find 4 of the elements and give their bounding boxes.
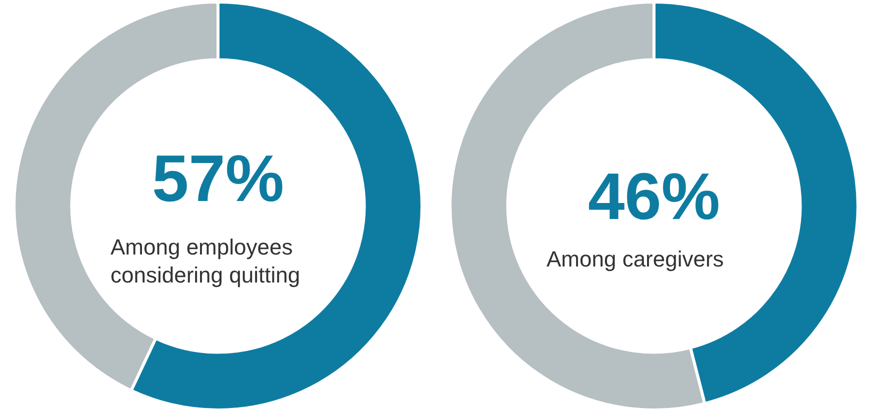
data-label: 46% — [588, 159, 720, 233]
text: Among employees considering quitting — [110, 234, 300, 288]
text: Among caregivers — [546, 246, 724, 272]
data-label: 57% — [152, 141, 284, 215]
